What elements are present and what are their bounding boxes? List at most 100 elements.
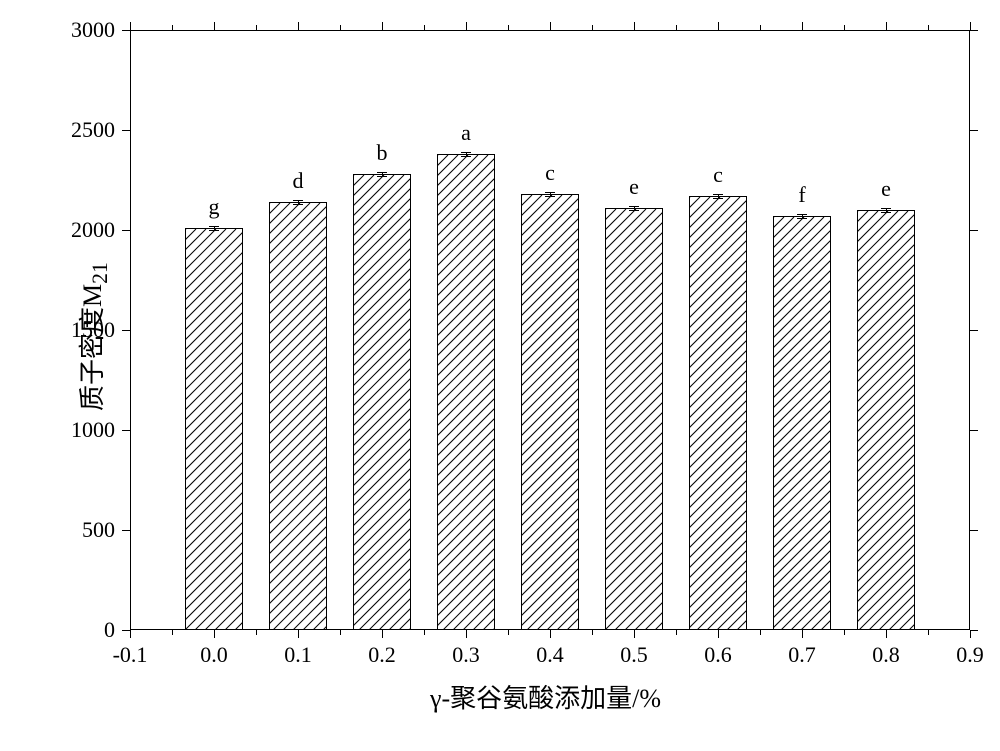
x-tick-label: 0.7 — [788, 642, 816, 668]
x-tick — [802, 630, 803, 638]
error-cap — [461, 156, 471, 157]
x-minor-tick — [760, 630, 761, 635]
y-tick-label: 3000 — [60, 17, 115, 43]
bar-significance-label: a — [461, 120, 471, 146]
x-minor-tick — [424, 25, 425, 30]
x-minor-tick — [340, 25, 341, 30]
error-cap — [629, 210, 639, 211]
x-minor-tick — [928, 630, 929, 635]
bar — [185, 228, 244, 630]
error-cap — [881, 212, 891, 213]
x-tick — [130, 630, 131, 638]
x-minor-tick — [760, 25, 761, 30]
x-tick — [718, 630, 719, 638]
bar — [437, 154, 496, 630]
x-tick-label: -0.1 — [113, 642, 148, 668]
bar-significance-label: e — [629, 174, 639, 200]
y-tick — [122, 430, 130, 431]
y-tick — [970, 530, 978, 531]
y-tick-label: 2000 — [60, 217, 115, 243]
x-minor-tick — [844, 630, 845, 635]
y-tick — [970, 330, 978, 331]
x-tick — [886, 630, 887, 638]
error-cap — [461, 152, 471, 153]
x-tick — [382, 630, 383, 638]
y-tick — [122, 130, 130, 131]
bar — [773, 216, 832, 630]
x-tick-label: 0.6 — [704, 642, 732, 668]
x-minor-tick — [172, 25, 173, 30]
x-minor-tick — [508, 630, 509, 635]
error-cap — [209, 226, 219, 227]
x-tick-label: 0.5 — [620, 642, 648, 668]
x-minor-tick — [676, 630, 677, 635]
x-minor-tick — [172, 630, 173, 635]
x-minor-tick — [256, 25, 257, 30]
y-axis-label: 质子密度M21 — [72, 262, 113, 411]
y-tick — [122, 230, 130, 231]
x-tick-label: 0.4 — [536, 642, 564, 668]
bar-significance-label: g — [209, 194, 220, 220]
bar-significance-label: f — [798, 182, 805, 208]
x-tick-label: 0.9 — [956, 642, 984, 668]
bar — [605, 208, 664, 630]
x-tick — [970, 22, 971, 30]
y-tick — [970, 430, 978, 431]
bar — [353, 174, 412, 630]
x-tick-label: 0.2 — [368, 642, 396, 668]
bar-significance-label: d — [293, 168, 304, 194]
x-minor-tick — [424, 630, 425, 635]
error-cap — [545, 192, 555, 193]
x-tick — [298, 630, 299, 638]
x-minor-tick — [508, 25, 509, 30]
y-tick — [970, 630, 978, 631]
x-tick-label: 0.8 — [872, 642, 900, 668]
x-axis-label-text: γ-聚谷氨酸添加量/% — [430, 684, 661, 713]
y-tick — [122, 530, 130, 531]
bar-significance-label: c — [545, 160, 555, 186]
x-tick-label: 0.0 — [200, 642, 228, 668]
x-tick — [970, 630, 971, 638]
bar — [269, 202, 328, 630]
x-minor-tick — [592, 630, 593, 635]
y-axis-label-subscript: 21 — [88, 262, 112, 284]
error-cap — [713, 194, 723, 195]
chart-container: 050010001500200025003000-0.10.00.10.20.3… — [0, 0, 1000, 751]
x-minor-tick — [340, 630, 341, 635]
bar-significance-label: b — [377, 140, 388, 166]
x-tick — [886, 22, 887, 30]
x-axis-label: γ-聚谷氨酸添加量/% — [430, 678, 661, 715]
y-tick-label: 500 — [60, 517, 115, 543]
x-tick — [214, 630, 215, 638]
error-cap — [629, 206, 639, 207]
x-minor-tick — [676, 25, 677, 30]
x-tick — [298, 22, 299, 30]
x-tick — [634, 630, 635, 638]
error-cap — [209, 230, 219, 231]
x-tick — [382, 22, 383, 30]
y-axis-label-text: 质子密度M — [78, 284, 107, 411]
error-cap — [797, 214, 807, 215]
bar-significance-label: e — [881, 176, 891, 202]
error-cap — [797, 218, 807, 219]
bar-significance-label: c — [713, 162, 723, 188]
error-cap — [377, 172, 387, 173]
x-tick — [466, 22, 467, 30]
bar — [689, 196, 748, 630]
y-tick-label: 1000 — [60, 417, 115, 443]
bar — [857, 210, 916, 630]
y-tick — [970, 230, 978, 231]
x-minor-tick — [844, 25, 845, 30]
error-cap — [293, 200, 303, 201]
error-cap — [293, 204, 303, 205]
x-tick — [550, 22, 551, 30]
y-tick — [122, 330, 130, 331]
x-tick — [550, 630, 551, 638]
x-tick — [130, 22, 131, 30]
x-tick — [634, 22, 635, 30]
error-cap — [713, 198, 723, 199]
x-tick-label: 0.1 — [284, 642, 312, 668]
x-tick — [802, 22, 803, 30]
x-tick — [718, 22, 719, 30]
x-tick-label: 0.3 — [452, 642, 480, 668]
